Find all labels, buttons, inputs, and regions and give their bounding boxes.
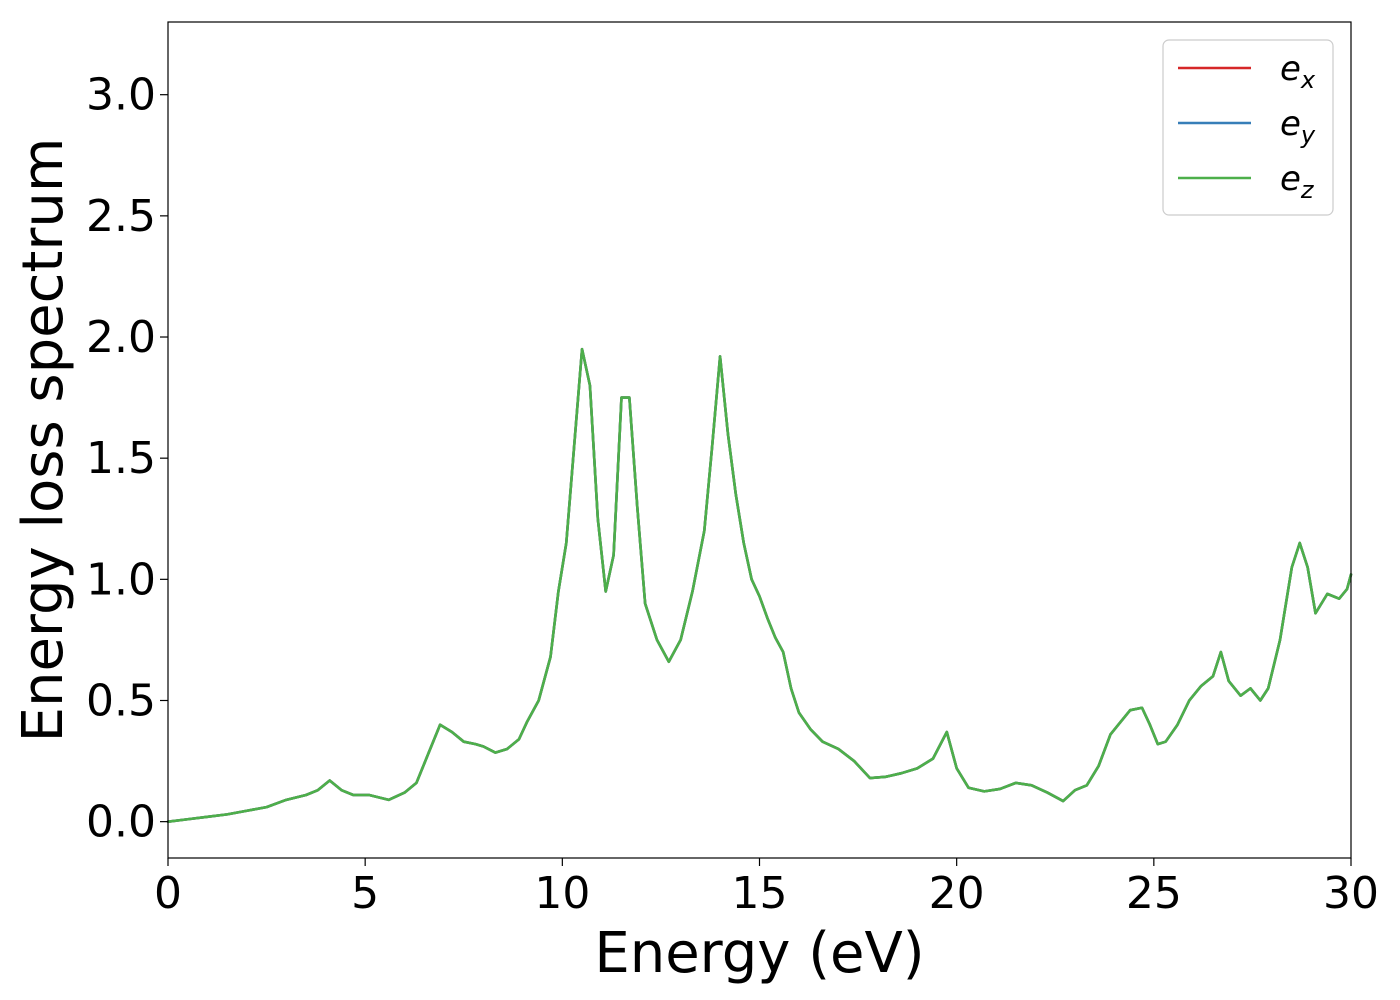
x-axis: 0 5 10 15 20 25 30 (154, 858, 1379, 919)
y-tick-label: 1.5 (86, 433, 156, 484)
y-tick-label: 1.0 (86, 554, 156, 605)
y-axis-title: Energy loss spectrum (11, 138, 76, 743)
legend-box (1162, 39, 1334, 216)
x-tick-label: 25 (1126, 868, 1182, 919)
y-tick-label: 0.0 (86, 797, 156, 848)
y-tick-label: 3.0 (86, 70, 156, 121)
legend-label-x: ex (1280, 49, 1316, 94)
x-tick-label: 5 (351, 868, 379, 919)
y-tick-label: 2.5 (86, 191, 156, 242)
series-line-z (166, 347, 1353, 823)
x-tick-label: 20 (929, 868, 985, 919)
y-tick-label: 2.0 (86, 312, 156, 363)
legend: ex ey ez (1162, 39, 1334, 216)
x-axis-title: Energy (eV) (594, 921, 924, 986)
legend-label-y: ey (1280, 104, 1316, 149)
y-tick-label: 0.5 (86, 675, 156, 726)
series-layer (166, 347, 1353, 823)
y-axis: 0.0 0.5 1.0 1.5 2.0 2.5 3.0 (86, 70, 168, 848)
x-tick-label: 0 (154, 868, 182, 919)
x-tick-label: 30 (1323, 868, 1379, 919)
x-tick-label: 15 (732, 868, 788, 919)
legend-label-z: ez (1280, 159, 1315, 204)
x-tick-label: 10 (534, 868, 590, 919)
